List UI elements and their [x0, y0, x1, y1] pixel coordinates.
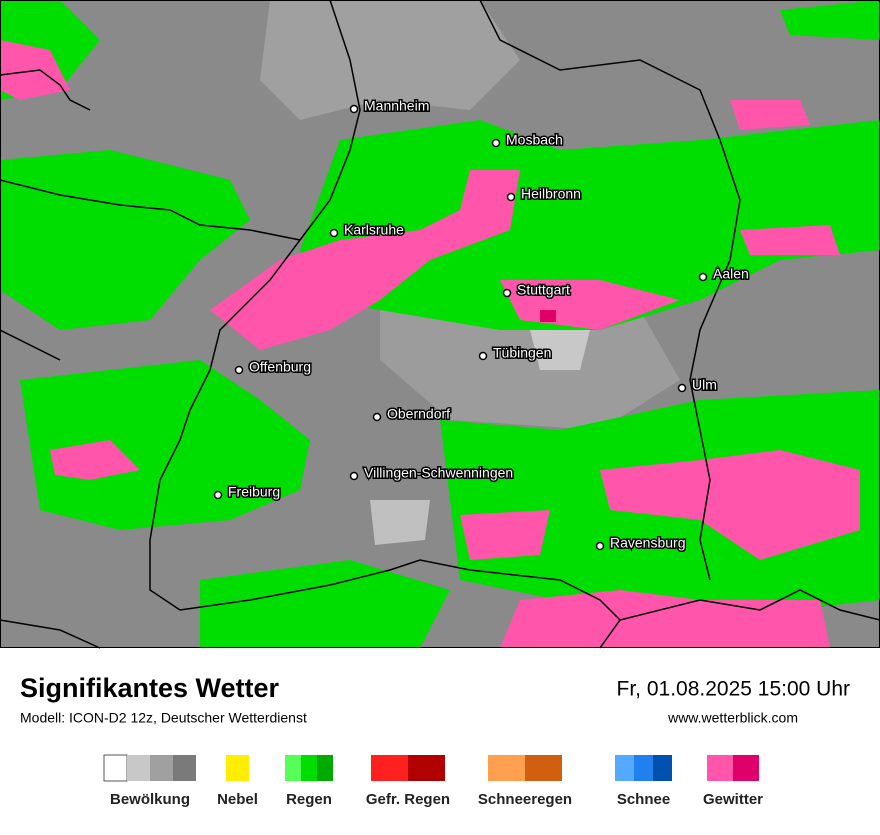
legend-swatch: [285, 755, 301, 781]
legend-label: Gefr. Regen: [366, 791, 450, 808]
city-dot: [234, 365, 244, 375]
city-dot: [329, 228, 339, 238]
city-dot: [698, 272, 708, 282]
map: [0, 0, 880, 649]
legend-label: Schneeregen: [478, 791, 572, 808]
legend-swatch: [317, 755, 333, 781]
city-label: Ravensburg: [610, 535, 686, 551]
legend-label: Gewitter: [703, 791, 763, 808]
legend-swatch: [525, 755, 562, 781]
legend-swatch: [226, 755, 249, 781]
legend-swatch: [707, 755, 733, 781]
city-dot: [213, 490, 223, 500]
city-dot: [595, 541, 605, 551]
city-label: Offenburg: [249, 359, 311, 375]
legend-swatch: [173, 755, 196, 781]
legend-swatch: [301, 755, 317, 781]
legend-label: Bewölkung: [110, 791, 190, 808]
legend-swatch: [127, 755, 150, 781]
legend-swatch: [408, 755, 445, 781]
city-dot: [491, 138, 501, 148]
model: Modell: ICON-D2 12z, Deutscher Wetterdie…: [20, 710, 307, 726]
city-label: Heilbronn: [521, 186, 581, 202]
city-label: Oberndorf: [387, 406, 450, 422]
legend-swatch: [150, 755, 173, 781]
city-dot: [677, 383, 687, 393]
legend-label: Regen: [286, 791, 332, 808]
datetime: Fr, 01.08.2025 15:00 Uhr: [617, 678, 851, 701]
city-label: Mosbach: [506, 132, 563, 148]
city-dot: [349, 104, 359, 114]
website: www.wetterblick.com: [667, 710, 798, 726]
city-label: Karlsruhe: [344, 222, 404, 238]
legend-swatch: [733, 755, 759, 781]
cities: Mannheim Mosbach Heilbronn Karlsruhe Aalen St…: [213, 96, 750, 552]
city-label: Stuttgart: [517, 282, 570, 298]
legend: Bewölkung Nebel Regen Gefr. Regen Schneerege…: [103, 754, 763, 808]
legend-swatch: [634, 755, 653, 781]
city-label: Mannheim: [364, 98, 429, 114]
legend-swatch: [653, 755, 672, 781]
city-label: Freiburg: [228, 484, 280, 500]
city-label: Aalen: [713, 266, 749, 282]
city-dot: [502, 288, 512, 298]
title: Signifikantes Wetter: [20, 673, 280, 703]
city-dot: [372, 412, 382, 422]
city-label: Tübingen: [493, 345, 551, 361]
city-dot: [349, 471, 359, 481]
legend-swatch: [615, 755, 634, 781]
legend-swatch: [371, 755, 408, 781]
city-label: Villingen-Schwenningen: [364, 465, 513, 481]
legend-swatch: [103, 754, 128, 782]
legend-label: Schnee: [617, 791, 670, 808]
city-label: Ulm: [692, 377, 717, 393]
legend-swatch: [488, 755, 525, 781]
legend-label: Nebel: [217, 791, 258, 808]
city-dot: [478, 351, 488, 361]
city-dot: [506, 192, 516, 202]
